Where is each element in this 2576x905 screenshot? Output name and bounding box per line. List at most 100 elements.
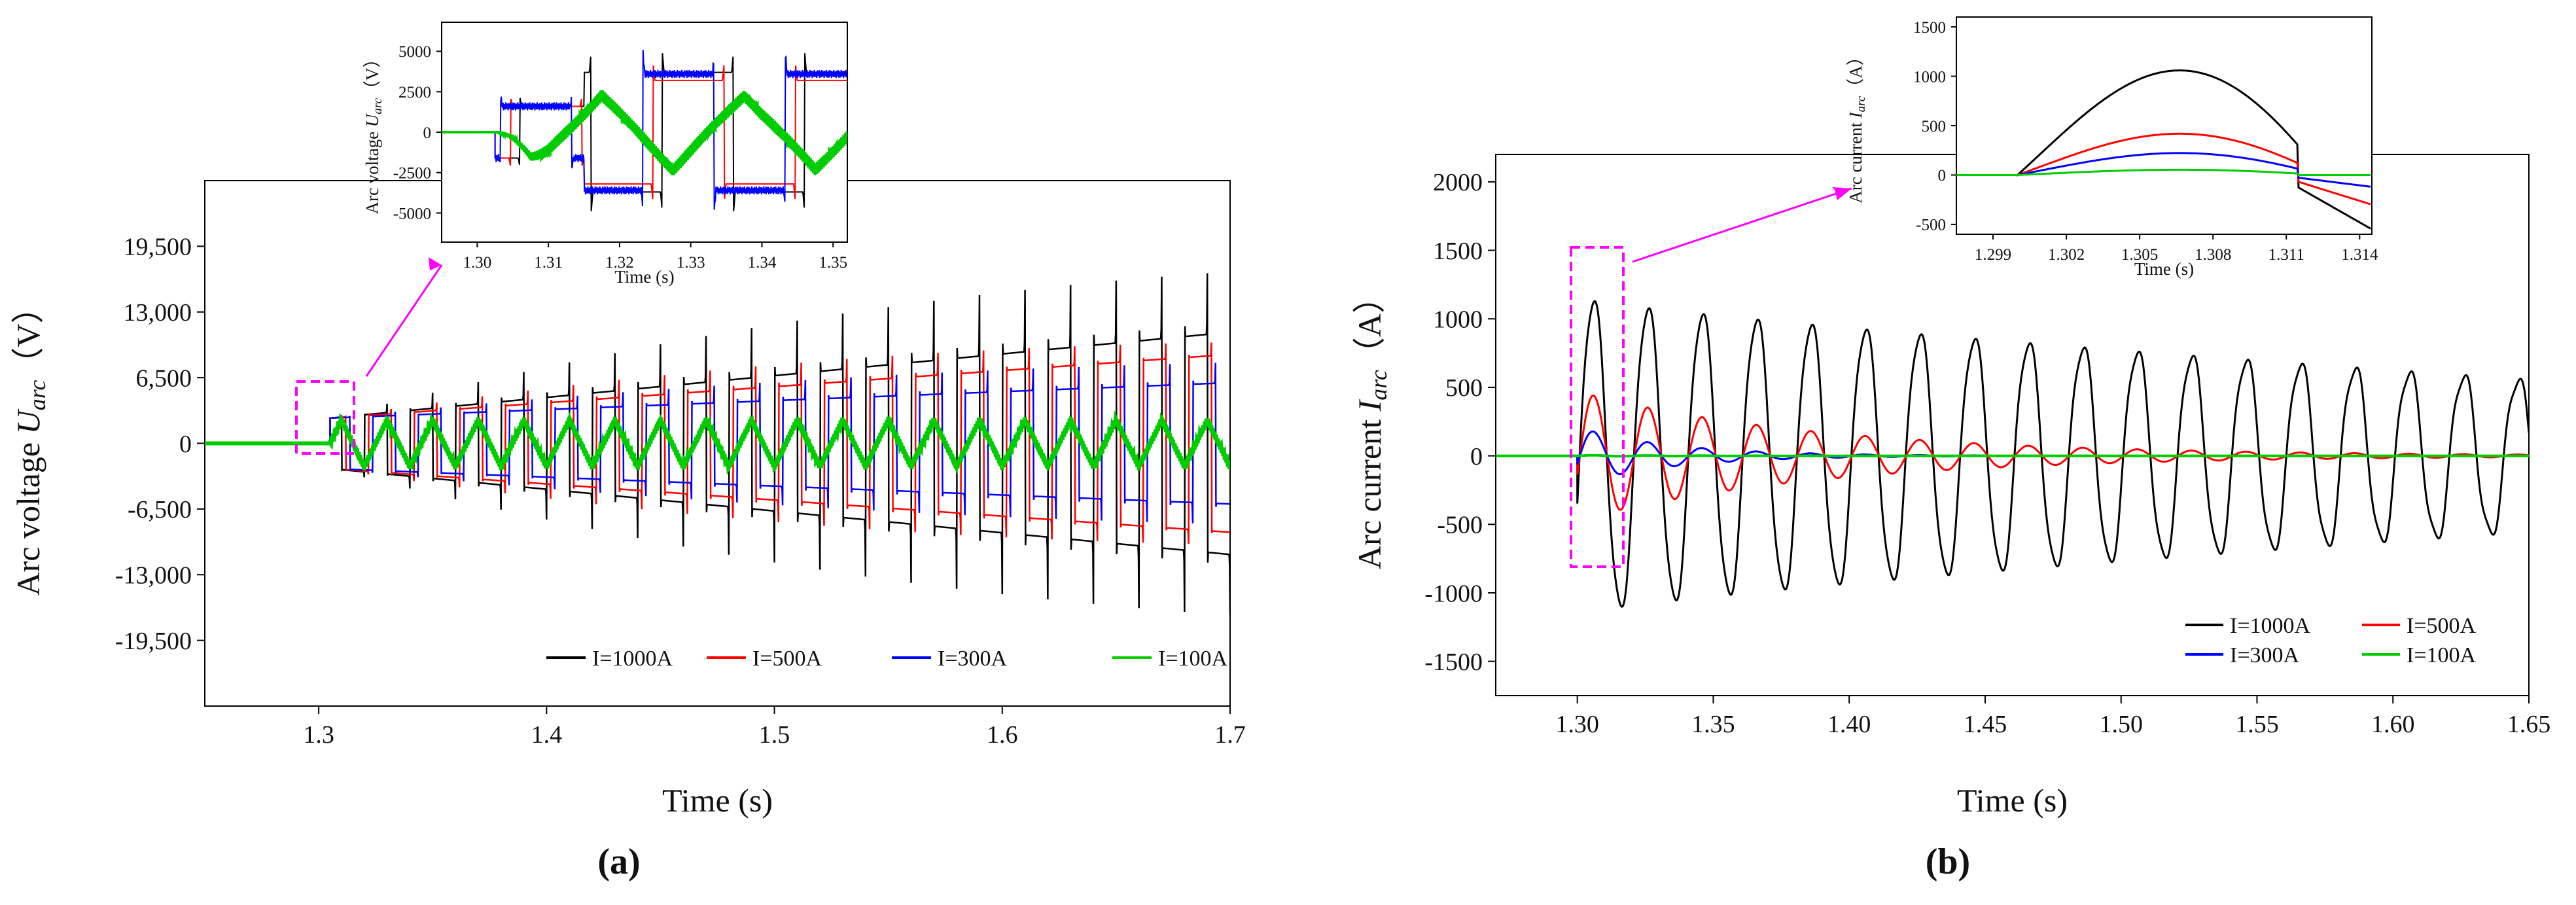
- series-line-i-100a: [1496, 453, 2529, 458]
- chart-b-ytick-label: -1500: [1424, 648, 1483, 676]
- chart-a-zoom-box: [295, 380, 355, 455]
- chart-b-inset-xlabel: Time (s): [2134, 259, 2194, 279]
- chart-b-xtick-label: 1.30: [1555, 711, 1599, 738]
- chart-a-inset-xtick-label: 1.32: [605, 254, 634, 272]
- chart-a-zoom-arrowhead: [425, 257, 442, 273]
- chart-b-inset-ylabel-unit: （A）: [1846, 48, 1865, 96]
- chart-b-inset-ytick-label: -500: [1916, 217, 1946, 234]
- chart-b-ytick-label: 1500: [1433, 238, 1483, 265]
- chart-a-ytick-label: -13,000: [115, 562, 192, 590]
- chart-a-inset-xtick-label: 1.35: [819, 254, 847, 272]
- inset-series-line-i-100a: [442, 90, 847, 175]
- legend-label: I=300A: [2230, 643, 2299, 667]
- chart-b-xtick-label: 1.45: [1964, 711, 2007, 738]
- chart-a-xtick-label: 1.4: [531, 721, 563, 749]
- chart-a-xtick-label: 1.3: [303, 721, 334, 749]
- inset-series-line-i-300a: [442, 49, 847, 210]
- chart-b-inset-ytick-label: 1500: [1913, 19, 1946, 37]
- chart-b-inset-ylabel-prefix: Arc current: [1846, 118, 1865, 203]
- chart-b-inset-xtick-label: 1.305: [2121, 246, 2158, 264]
- chart-a-inset-ytick-label: -2500: [393, 165, 431, 183]
- chart-a-inset-ylabel-prefix: Arc voltage: [362, 127, 382, 214]
- chart-a-ylabel-sub: arc: [24, 380, 50, 411]
- chart-b-inset-xtick-label: 1.302: [2048, 246, 2085, 264]
- chart-b-xtick-label: 1.65: [2507, 711, 2551, 738]
- chart-b-ylabel-prefix: Arc current: [1351, 411, 1388, 569]
- chart-a-inset-xtick-label: 1.34: [748, 254, 777, 272]
- chart-b-inset-xtick-label: 1.308: [2195, 246, 2231, 264]
- chart-a-inset-ylabel: Arc voltage Uarc（V）: [362, 50, 385, 214]
- chart-a-ytick-label: 13,000: [124, 299, 192, 327]
- legend-label: I=1000A: [592, 647, 673, 671]
- chart-b-ylabel-unit: （A）: [1351, 281, 1388, 370]
- series-line-i-500a: [205, 342, 1230, 544]
- chart-a-inset-ytick-label: -5000: [393, 205, 431, 222]
- chart-a-inset: 1.30 1.31 1.32 1.33 1.34 1.35 5000 2500 0 -2500 -5…: [362, 22, 848, 287]
- chart-b-ytick-label: -1000: [1424, 580, 1483, 607]
- chart-b-frame: [1495, 154, 2530, 696]
- chart-b-zoom-arrowhead: [1832, 187, 1852, 200]
- chart-a-ylabel: Arc voltage Uarc（V）: [10, 291, 50, 596]
- chart-b-ytick-label: 500: [1445, 374, 1483, 402]
- chart-a-ytick-label: -6,500: [128, 496, 192, 523]
- chart-a-xlabel: Time (s): [662, 782, 773, 819]
- series-line-i-1000a: [205, 273, 1230, 616]
- chart-a-ytick-label: 6,500: [136, 364, 192, 392]
- chart-a-ytick-label: 0: [179, 431, 192, 458]
- chart-b-inset-ylabel: Arc current Iarc（A）: [1846, 48, 1868, 204]
- series-line-i-1000a: [1496, 300, 2529, 608]
- chart-b-ylabel-sub: arc: [1366, 370, 1392, 400]
- chart-b-zoom-arrow: [1632, 187, 1852, 263]
- chart-b-xlabel: Time (s): [1957, 782, 2068, 819]
- chart-b-xtick-label: 1.55: [2235, 711, 2279, 738]
- legend-label: I=100A: [1158, 647, 1227, 671]
- chart-a-inset-ylabel-sub: arc: [371, 98, 385, 114]
- chart-a-ylabel-unit: （V）: [10, 291, 46, 380]
- chart-b-inset-ytick-label: 500: [1922, 118, 1947, 135]
- chart-b-inset: 1.299 1.302 1.305 1.308 1.311 1.314 1500 1000 50…: [1846, 16, 2378, 279]
- chart-a-zoom-arrow: [365, 264, 443, 377]
- chart-a-xtick-label: 1.5: [759, 721, 790, 749]
- chart-b: 1.30 1.35 1.40 1.45 1.50 1.55 1.60 1.65 2000 1500…: [1351, 16, 2551, 882]
- legend-label: I=500A: [2407, 614, 2476, 638]
- inset-series-line-i-500a: [1956, 132, 2371, 205]
- chart-a-xtick-label: 1.6: [987, 721, 1018, 749]
- panel-label-b: (b): [1926, 842, 1970, 882]
- chart-b-inset-xtick-label: 1.311: [2268, 246, 2304, 264]
- chart-a-ytick-label: 19,500: [124, 234, 192, 261]
- chart-a-ylabel-var: U: [10, 408, 46, 434]
- chart-b-ytick-label: 1000: [1433, 306, 1483, 334]
- chart-b-ytick-label: 0: [1470, 443, 1483, 470]
- chart-a: 1.3 1.4 1.5 1.6 1.7 19,500 13,000 6,500 0 -6,500 -…: [10, 22, 1246, 882]
- chart-a-inset-xlabel: Time (s): [614, 267, 674, 287]
- legend-label: I=300A: [938, 647, 1007, 671]
- chart-a-xtick-label: 1.7: [1214, 721, 1246, 749]
- chart-a-inset-ylabel-unit: （V）: [362, 50, 382, 98]
- chart-b-inset-xtick-label: 1.299: [1975, 246, 2011, 264]
- chart-b-xtick-label: 1.35: [1691, 711, 1735, 738]
- chart-b-zoom-box: [1570, 246, 1625, 568]
- chart-a-inset-ytick-label: 5000: [398, 43, 431, 61]
- inset-series-line-i-300a: [1956, 152, 2371, 188]
- chart-b-ylabel: Arc current Iarc（A）: [1351, 281, 1392, 569]
- chart-b-ylabel-var: I: [1351, 399, 1388, 412]
- chart-b-inset-frame: [1956, 16, 2373, 235]
- chart-a-inset-ylabel-var: U: [362, 113, 382, 127]
- legend-label: I=1000A: [2230, 614, 2310, 638]
- series-line-i-300a: [205, 363, 1230, 523]
- chart-a-inset-ytick-label: 0: [423, 124, 432, 142]
- chart-b-xtick-label: 1.50: [2099, 711, 2143, 738]
- chart-b-ytick-label: -500: [1437, 512, 1483, 539]
- legend-label: I=500A: [752, 647, 822, 671]
- series-line-i-100a: [205, 410, 1230, 475]
- chart-b-inset-ytick-label: 0: [1938, 167, 1947, 185]
- chart-a-ylabel-prefix: Arc voltage: [10, 434, 46, 595]
- chart-b-inset-ylabel-sub: arc: [1854, 96, 1868, 112]
- chart-b-xtick-label: 1.40: [1827, 711, 1871, 738]
- chart-a-ytick-label: -19,500: [115, 628, 192, 655]
- chart-b-xtick-label: 1.60: [2371, 711, 2415, 738]
- chart-b-inset-ylabel-var: I: [1846, 111, 1865, 118]
- chart-b-ytick-label: 2000: [1433, 169, 1483, 196]
- legend-label: I=100A: [2407, 643, 2476, 667]
